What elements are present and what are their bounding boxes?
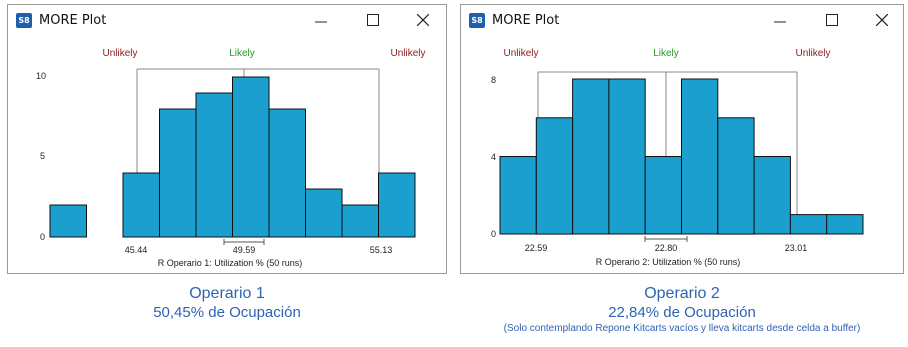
minimize-icon [774, 21, 786, 23]
histogram-bar [572, 78, 610, 235]
histogram-bar [753, 156, 791, 235]
y-tick-label: 8 [491, 75, 496, 85]
x-axis-label: R Operario 2: Utilization % (50 runs) [596, 257, 741, 267]
zone-label-unlikely-right: Unlikely [390, 48, 425, 59]
y-tick-label: 5 [40, 151, 45, 161]
maximize-icon [367, 14, 379, 26]
marker-label-high: 55.13 [370, 245, 393, 255]
histogram-chart: Unlikely Likely Unlikely 0 5 10 45.44 49… [10, 38, 444, 271]
caption-operario-2: Operario 2 22,84% de Ocupación (Solo con… [460, 284, 904, 336]
zone-label-unlikely-right: Unlikely [795, 48, 830, 59]
marker-label-low: 45.44 [125, 245, 148, 255]
histogram-bar [826, 214, 864, 235]
zone-label-likely: Likely [229, 48, 255, 59]
histogram-bar [717, 117, 755, 235]
histogram-bar [789, 214, 828, 235]
histogram-bar [122, 172, 160, 238]
more-plot-window-1: S8 MORE Plot Unlikely Likely Unlikely 0 … [7, 4, 447, 274]
histogram-bar [608, 78, 646, 235]
bar-group [499, 78, 864, 235]
histogram-chart: Unlikely Likely Unlikely 0 4 8 22.59 22.… [463, 38, 901, 271]
title-bar[interactable]: S8 MORE Plot [461, 5, 903, 35]
histogram-bar [535, 117, 574, 235]
x-axis-label: R Operario 1: Utilization % (50 runs) [158, 258, 303, 268]
close-icon [876, 14, 888, 26]
close-icon [417, 14, 429, 26]
marker-label-high: 23.01 [785, 243, 808, 253]
caption-operario-1: Operario 1 50,45% de Ocupación [7, 284, 447, 322]
app-icon: S8 [469, 13, 485, 28]
histogram-bar [49, 204, 87, 238]
y-tick-label: 0 [491, 229, 496, 239]
histogram-bar [159, 108, 197, 238]
minimize-button[interactable] [760, 7, 800, 33]
app-icon: S8 [16, 13, 32, 28]
minimize-button[interactable] [301, 7, 341, 33]
title-bar[interactable]: S8 MORE Plot [8, 5, 446, 35]
histogram-bar [378, 172, 416, 238]
caption-occupancy: 22,84% de Ocupación [608, 304, 756, 321]
caption-title: Operario 1 [189, 285, 265, 302]
histogram-plot: Unlikely Likely Unlikely 0 5 10 45.44 49… [10, 38, 444, 271]
histogram-plot: Unlikely Likely Unlikely 0 4 8 22.59 22.… [463, 38, 901, 271]
zone-label-unlikely-left: Unlikely [503, 48, 538, 59]
marker-label-low: 22.59 [525, 243, 548, 253]
histogram-bar [341, 204, 379, 238]
zone-label-likely: Likely [653, 48, 679, 59]
y-tick-label: 10 [36, 71, 46, 81]
close-button[interactable] [403, 7, 443, 33]
histogram-bar [195, 92, 233, 238]
histogram-bar [305, 188, 343, 238]
histogram-bar [499, 156, 537, 235]
marker-label-mean: 49.59 [233, 245, 256, 255]
maximize-button[interactable] [353, 7, 393, 33]
histogram-bar [268, 108, 306, 238]
y-tick-label: 0 [40, 232, 45, 242]
histogram-bar [644, 156, 682, 235]
bar-group [49, 76, 416, 238]
marker-label-mean: 22.80 [655, 243, 678, 253]
caption-occupancy: 50,45% de Ocupación [153, 304, 301, 321]
caption-title: Operario 2 [644, 285, 720, 302]
minimize-icon [315, 21, 327, 23]
histogram-bar [232, 76, 270, 238]
window-title: MORE Plot [492, 13, 560, 28]
maximize-button[interactable] [812, 7, 852, 33]
y-tick-label: 4 [491, 152, 496, 162]
window-title: MORE Plot [39, 13, 107, 28]
caption-note: (Solo contemplando Repone Kitcarts vacío… [503, 323, 861, 334]
histogram-bar [681, 78, 719, 235]
close-button[interactable] [862, 7, 902, 33]
more-plot-window-2: S8 MORE Plot Unlikely Likely Unlikely 0 … [460, 4, 904, 274]
maximize-icon [826, 14, 838, 26]
zone-label-unlikely-left: Unlikely [102, 48, 137, 59]
